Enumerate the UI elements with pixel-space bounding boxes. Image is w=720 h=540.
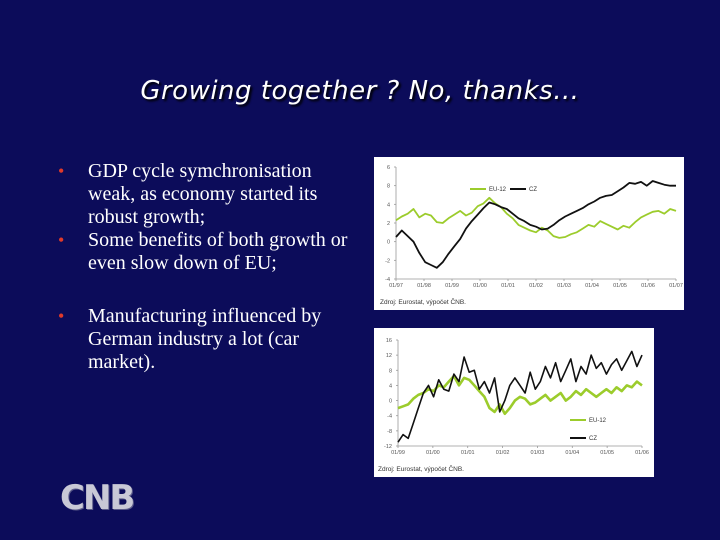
y-tick-label: 8 <box>389 368 392 374</box>
bullet-item: • GDP cycle symchronisation weak, as eco… <box>56 160 356 229</box>
cnb-logo: CNB <box>60 478 135 518</box>
y-tick-label: 0 <box>387 240 390 246</box>
chart-source-note: Zdroj: Eurostat, výpočet ČNB. <box>378 464 464 473</box>
gdp-cycle-chart: 6 8 4 2 0 -2 -4 01/97 01/98 01/99 01/00 01/01 01/02 0… <box>374 157 684 310</box>
x-tick-label: 01/02 <box>529 283 543 289</box>
legend-label: EU-12 <box>489 187 507 193</box>
y-tick-label: -4 <box>385 277 390 283</box>
x-tick-label: 01/05 <box>613 283 627 289</box>
x-tick-label: 01/01 <box>461 450 475 456</box>
legend-label: EU-12 <box>589 418 607 424</box>
y-tick-label: 16 <box>386 338 392 344</box>
y-tick-label: 2 <box>387 221 390 227</box>
x-tick-label: 01/07 <box>669 283 683 289</box>
y-tick-label: 4 <box>389 383 392 389</box>
x-tick-label: 01/06 <box>641 283 655 289</box>
gdp-cycle-chart-svg: 6 8 4 2 0 -2 -401/97 01/98 01/99 01/00 01/01 01/02 0… <box>380 165 683 306</box>
chart-source-note: Zdroj: Eurostat, výpočet ČNB. <box>380 297 466 306</box>
y-tick-label: 8 <box>387 184 390 190</box>
x-tick-label: 01/01 <box>501 283 515 289</box>
x-tick-label: 01/05 <box>600 450 614 456</box>
bullet-text: GDP cycle symchronisation weak, as econo… <box>88 160 318 228</box>
series-line-cz <box>395 180 676 269</box>
manufacturing-chart: 16 12 8 4 0 -4 -8 -12 01/99 01/00 01/01 01/02 01/03 0… <box>374 328 654 477</box>
y-tick-label: 0 <box>389 399 392 405</box>
x-tick-label: 01/03 <box>557 283 571 289</box>
legend-label: CZ <box>589 436 597 442</box>
y-tick-label: -2 <box>385 258 390 264</box>
slide-title: Growing together ? No, thanks… <box>140 76 580 106</box>
bullet-item: • Manufacturing influenced by German ind… <box>56 305 356 374</box>
x-tick-label: 01/04 <box>585 283 599 289</box>
y-tick-label: 4 <box>387 202 390 208</box>
series-line-cz <box>397 350 643 443</box>
y-tick-label: 6 <box>387 165 390 171</box>
legend-label: CZ <box>529 187 537 193</box>
x-tick-label: 01/00 <box>473 283 487 289</box>
series-line-eu-12 <box>395 196 677 239</box>
bullet-list: • GDP cycle symchronisation weak, as eco… <box>56 160 356 374</box>
series-line-eu-12 <box>397 374 643 416</box>
bullet-item: • Some benefits of both growth or even s… <box>56 229 356 275</box>
x-tick-label: 01/04 <box>565 450 579 456</box>
x-tick-label: 01/99 <box>445 283 459 289</box>
x-tick-label: 01/06 <box>635 450 649 456</box>
x-tick-label: 01/98 <box>417 283 431 289</box>
x-tick-label: 01/99 <box>391 450 405 456</box>
y-tick-label: -8 <box>387 429 392 435</box>
bullet-dot-icon: • <box>58 306 65 326</box>
bullet-text: Some benefits of both growth or even slo… <box>88 229 348 274</box>
bullet-dot-icon: • <box>58 230 65 250</box>
y-tick-label: -12 <box>384 444 392 450</box>
x-tick-label: 01/97 <box>389 283 403 289</box>
x-tick-label: 01/02 <box>496 450 510 456</box>
bullet-text: Manufacturing influenced by German indus… <box>88 305 322 373</box>
x-tick-label: 01/00 <box>426 450 440 456</box>
x-tick-label: 01/03 <box>531 450 545 456</box>
y-tick-label: -4 <box>387 414 392 420</box>
bullet-dot-icon: • <box>58 161 65 181</box>
y-tick-label: 12 <box>386 353 392 359</box>
